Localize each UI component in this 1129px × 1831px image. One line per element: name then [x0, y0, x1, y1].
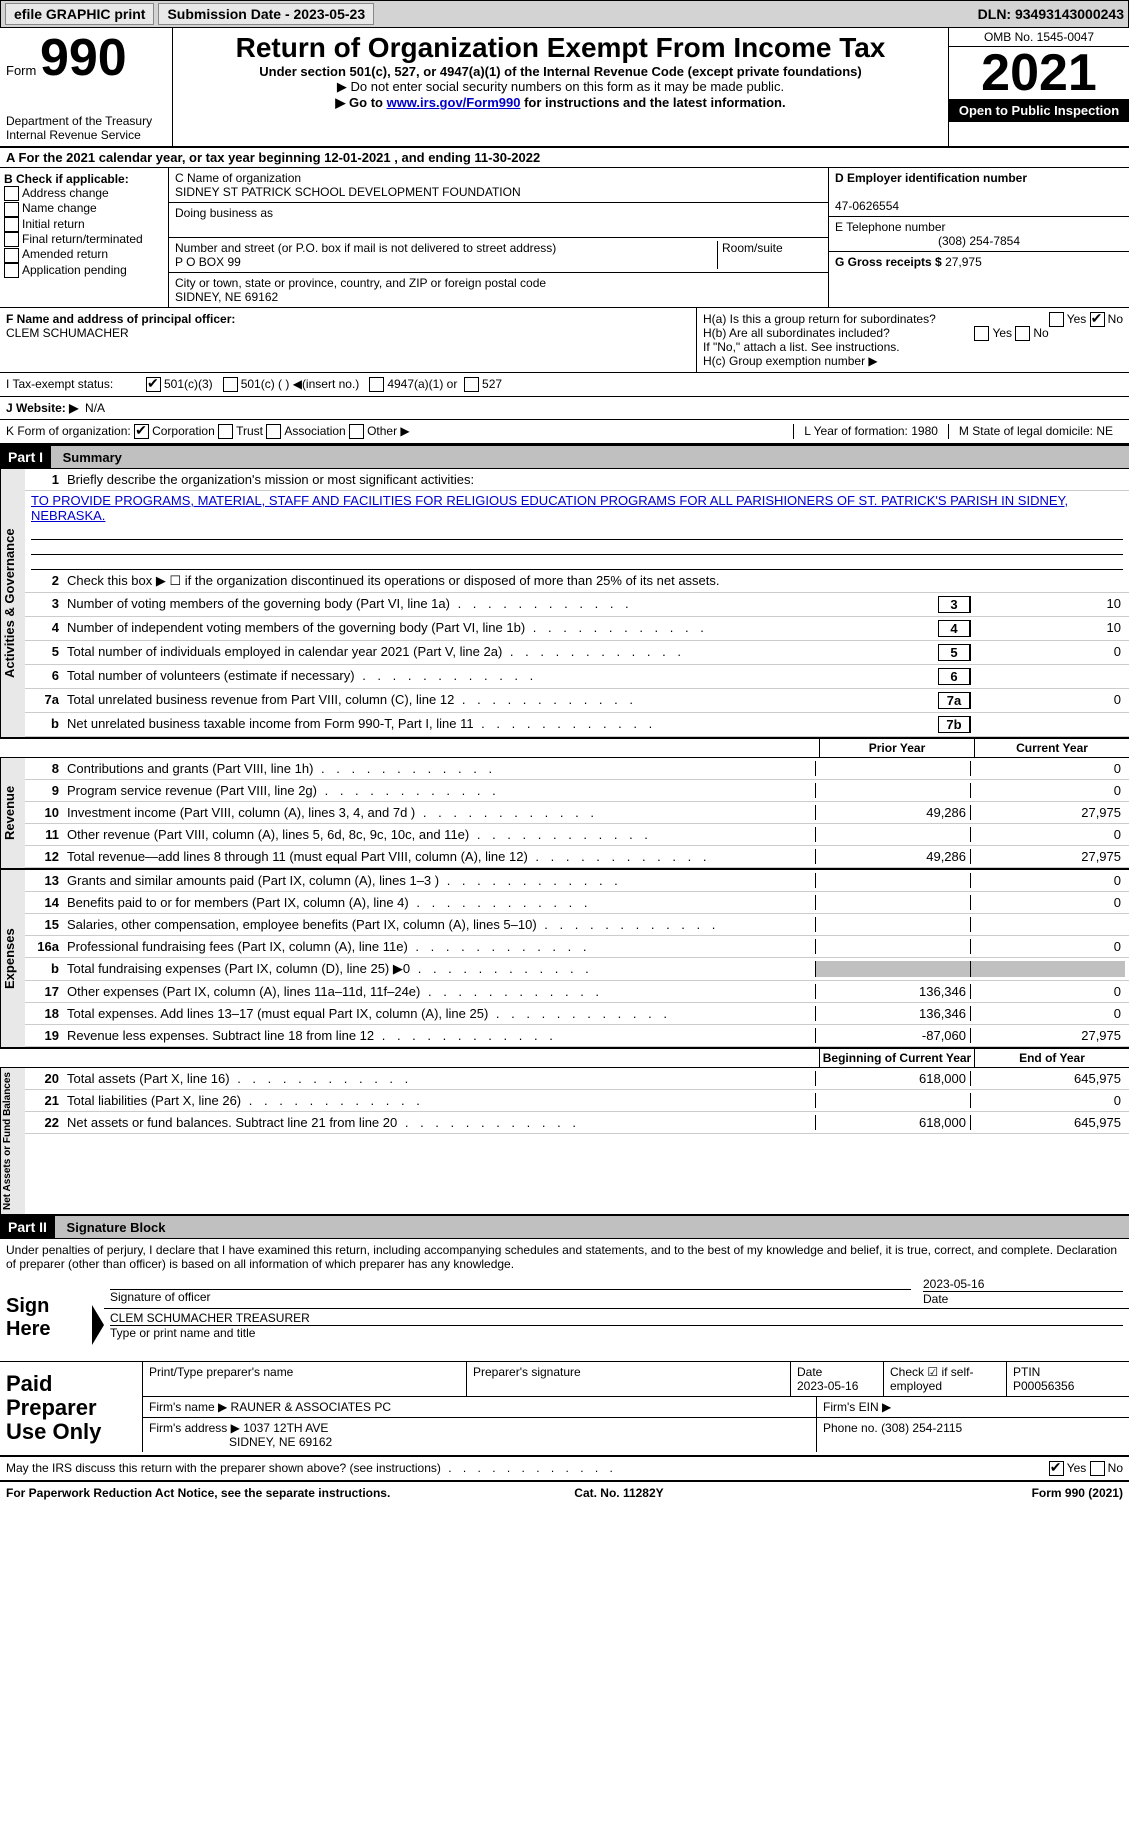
checkbox-initial-return[interactable]: [4, 217, 19, 232]
header-title-block: Return of Organization Exempt From Incom…: [173, 28, 948, 146]
submission-date: Submission Date - 2023-05-23: [158, 3, 374, 25]
cat-number: Cat. No. 11282Y: [574, 1486, 663, 1500]
ein-value: 47-0626554: [835, 199, 899, 213]
row-f-h: F Name and address of principal officer:…: [0, 308, 1129, 373]
paid-preparer-block: Paid Preparer Use Only Print/Type prepar…: [0, 1362, 1129, 1457]
part-2-header: Part II Signature Block: [0, 1214, 1129, 1239]
h-b-no[interactable]: [1015, 326, 1030, 341]
prior-current-header: Prior Year Current Year: [0, 737, 1129, 758]
col-d-ein-phone: D Employer identification number 47-0626…: [828, 168, 1129, 307]
efile-button[interactable]: efile GRAPHIC print: [5, 3, 154, 25]
officer-name-title: CLEM SCHUMACHER TREASURER: [110, 1311, 310, 1325]
sign-here-label: Sign Here: [0, 1275, 92, 1361]
dept-treasury: Department of the Treasury Internal Reve…: [6, 84, 166, 142]
h-a-yes[interactable]: [1049, 312, 1064, 327]
ssn-note: ▶ Do not enter social security numbers o…: [183, 79, 938, 95]
discuss-yes[interactable]: [1049, 1461, 1064, 1476]
org-name: SIDNEY ST PATRICK SCHOOL DEVELOPMENT FOU…: [175, 185, 521, 199]
org-address: P O BOX 99: [175, 255, 241, 269]
year-box: OMB No. 1545-0047 2021 Open to Public In…: [948, 28, 1129, 146]
arrow-icon: [92, 1305, 104, 1345]
vtab-expenses: Expenses: [0, 870, 25, 1047]
goto-note: ▶ Go to www.irs.gov/Form990 for instruct…: [183, 95, 938, 111]
summary-revenue: Revenue 8Contributions and grants (Part …: [0, 758, 1129, 868]
tax-501c[interactable]: [223, 377, 238, 392]
vtab-governance: Activities & Governance: [0, 469, 25, 737]
form-prefix: Form: [6, 63, 36, 78]
part-1-header: Part I Summary: [0, 445, 1129, 469]
tax-year: 2021: [949, 47, 1129, 99]
form-title: Return of Organization Exempt From Incom…: [183, 32, 938, 64]
org-trust[interactable]: [218, 424, 233, 439]
begin-end-header: Beginning of Current Year End of Year: [0, 1047, 1129, 1068]
row-i-j-k: I Tax-exempt status: 501(c)(3) 501(c) ( …: [0, 373, 1129, 445]
officer-sig-date: 2023-05-16: [923, 1277, 984, 1291]
page-footer: For Paperwork Reduction Act Notice, see …: [0, 1482, 1129, 1504]
checkbox-address-change[interactable]: [4, 186, 19, 201]
mission-text: TO PROVIDE PROGRAMS, MATERIAL, STAFF AND…: [25, 491, 1129, 525]
summary-expenses: Expenses 13Grants and similar amounts pa…: [0, 868, 1129, 1047]
org-city: SIDNEY, NE 69162: [175, 290, 278, 304]
discuss-no[interactable]: [1090, 1461, 1105, 1476]
firm-name: RAUNER & ASSOCIATES PC: [231, 1400, 391, 1414]
form-990-number: 990: [40, 29, 127, 87]
summary-governance: Activities & Governance 1Briefly describ…: [0, 469, 1129, 737]
declaration-text: Under penalties of perjury, I declare th…: [0, 1239, 1129, 1275]
paid-preparer-label: Paid Preparer Use Only: [0, 1362, 142, 1455]
h-b-yes[interactable]: [974, 326, 989, 341]
ptin-value: P00056356: [1013, 1379, 1074, 1393]
col-c-org-info: C Name of organization SIDNEY ST PATRICK…: [169, 168, 828, 307]
state-domicile: M State of legal domicile: NE: [948, 424, 1123, 439]
org-assoc[interactable]: [266, 424, 281, 439]
h-a-no[interactable]: [1090, 312, 1105, 327]
checkbox-name-change[interactable]: [4, 202, 19, 217]
checkbox-final-return[interactable]: [4, 232, 19, 247]
gross-receipts: 27,975: [945, 255, 982, 269]
website-value: N/A: [85, 401, 105, 415]
principal-officer: CLEM SCHUMACHER: [6, 326, 129, 340]
tax-4947[interactable]: [369, 377, 384, 392]
vtab-revenue: Revenue: [0, 758, 25, 868]
summary-net-assets: Net Assets or Fund Balances 20Total asse…: [0, 1068, 1129, 1214]
form-header: Form 990 Department of the Treasury Inte…: [0, 28, 1129, 148]
tax-501c3[interactable]: [146, 377, 161, 392]
signature-block: Under penalties of perjury, I declare th…: [0, 1239, 1129, 1482]
form-number-box: Form 990 Department of the Treasury Inte…: [0, 28, 173, 146]
form-page: Form 990 (2021): [1032, 1486, 1123, 1500]
dln-label: DLN: 93493143000243: [978, 6, 1124, 22]
phone-value: (308) 254-7854: [835, 234, 1123, 248]
open-inspection: Open to Public Inspection: [949, 99, 1129, 122]
section-a-tax-year: A For the 2021 calendar year, or tax yea…: [0, 148, 1129, 168]
irs-link[interactable]: www.irs.gov/Form990: [387, 95, 521, 110]
discuss-question: May the IRS discuss this return with the…: [6, 1461, 617, 1476]
tax-527[interactable]: [464, 377, 479, 392]
firm-addr: 1037 12TH AVE: [243, 1421, 328, 1435]
year-formation: L Year of formation: 1980: [793, 424, 948, 439]
vtab-net-assets: Net Assets or Fund Balances: [0, 1068, 25, 1214]
col-b-checkboxes: B Check if applicable: Address change Na…: [0, 168, 169, 307]
firm-phone: (308) 254-2115: [881, 1421, 962, 1435]
checkbox-app-pending[interactable]: [4, 263, 19, 278]
top-bar: efile GRAPHIC print Submission Date - 20…: [0, 0, 1129, 28]
pra-notice: For Paperwork Reduction Act Notice, see …: [6, 1486, 390, 1500]
checkbox-amended[interactable]: [4, 248, 19, 263]
org-corp[interactable]: [134, 424, 149, 439]
info-grid: B Check if applicable: Address change Na…: [0, 168, 1129, 308]
form-subtitle: Under section 501(c), 527, or 4947(a)(1)…: [183, 64, 938, 79]
org-other[interactable]: [349, 424, 364, 439]
